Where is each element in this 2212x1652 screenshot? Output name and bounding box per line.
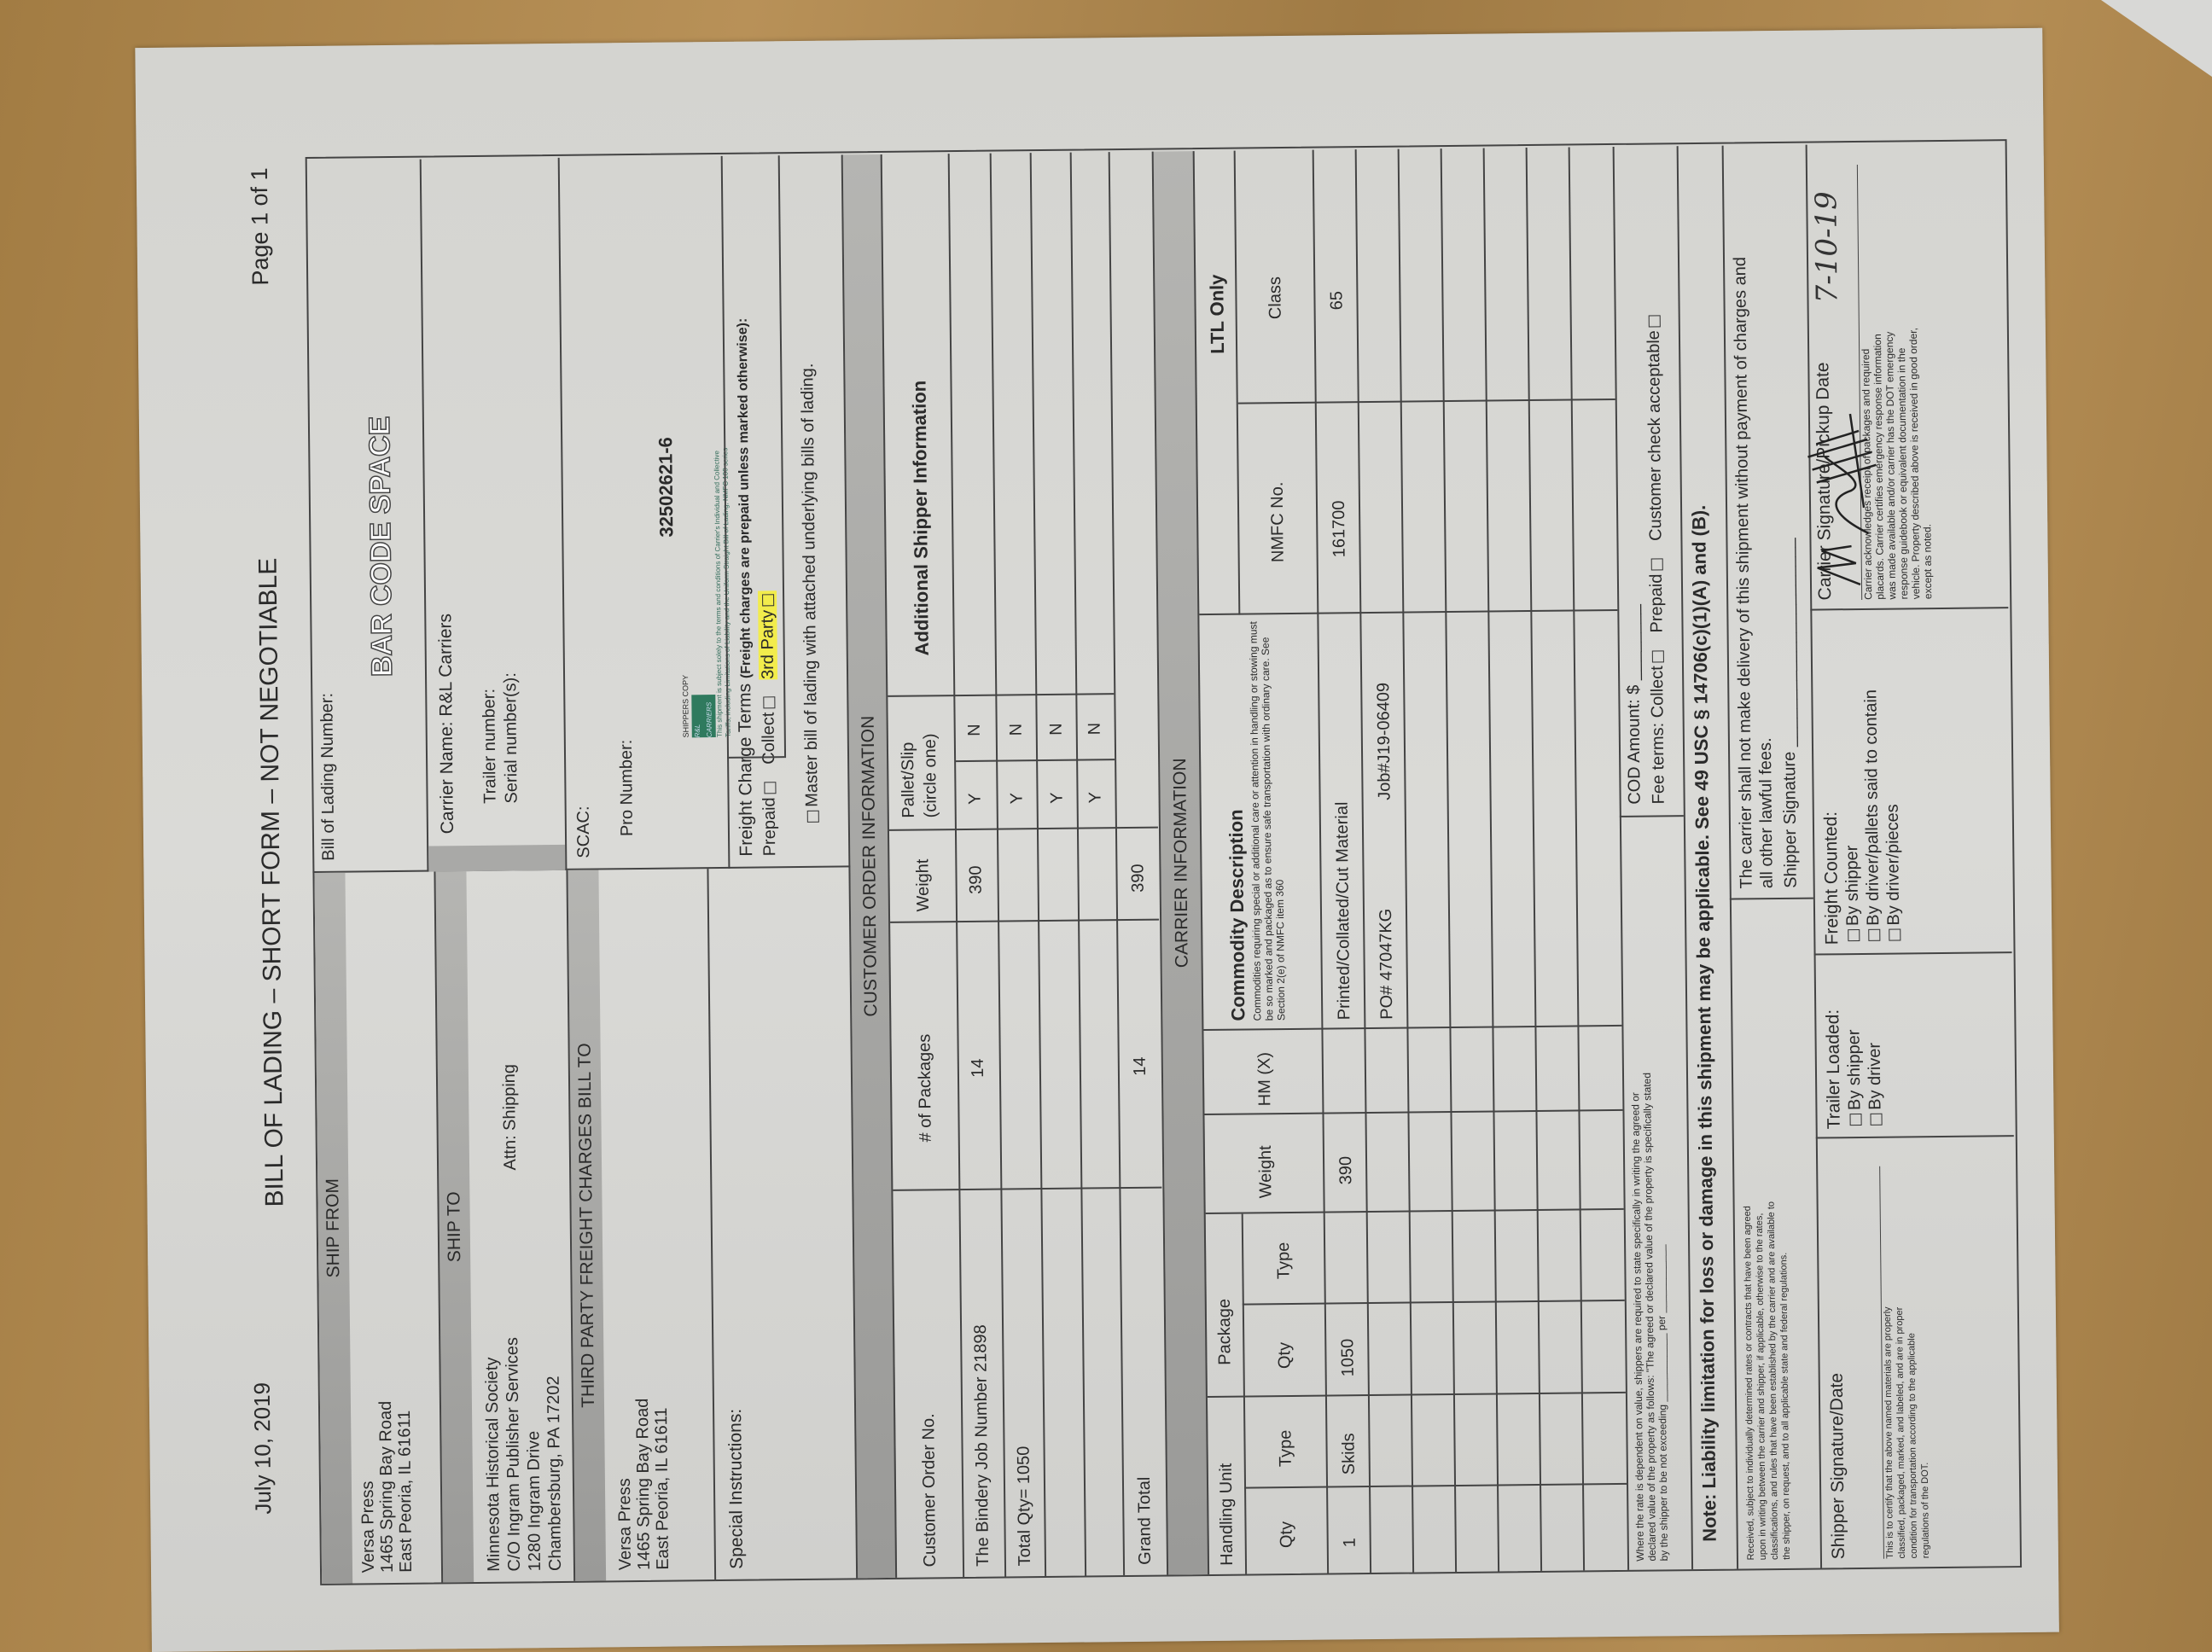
special-instructions-label: Special Instructions:: [725, 1408, 748, 1569]
delivery-terms: The carrier shall not make delivery of t…: [1730, 256, 1777, 889]
bill-of-lading-document: July 10, 2019 BILL OF LADING – SHORT FOR…: [135, 27, 2059, 1652]
checkbox-icon: [1888, 928, 1901, 941]
counted-by-driver-pieces[interactable]: By driver/pieces: [1881, 689, 1904, 945]
checkbox-icon: [1847, 929, 1860, 942]
cod-prepaid-option[interactable]: Prepaid: [1647, 555, 1667, 633]
carrier-info-table: Handling Unit Package Qty Type Qty Type …: [1195, 147, 1627, 1574]
slip-n[interactable]: N: [964, 724, 984, 736]
freight-terms-options: Prepaid Collect 3rd Party: [757, 590, 780, 857]
checkbox-icon: [761, 594, 774, 607]
trailer-by-shipper[interactable]: By shipper: [1843, 1009, 1865, 1129]
received-terms: Received, subject to individually determ…: [1742, 1201, 1792, 1561]
scac-label: SCAC:: [573, 806, 594, 858]
slip-n[interactable]: N: [1006, 723, 1026, 736]
carrier-name: Carrier Name: R&L Carriers: [435, 613, 457, 835]
cod-amount: COD Amount: $ ________: [1623, 604, 1644, 805]
bol-number-label: Bill of Lading Number:: [317, 692, 339, 861]
checkbox-icon: [763, 696, 776, 709]
collect-option[interactable]: Collect: [759, 694, 778, 765]
cod-collect-option[interactable]: Fee terms: Collect: [1648, 647, 1668, 805]
customer-check-option[interactable]: Customer check acceptable: [1644, 311, 1665, 541]
pro-number-label: Pro Number:: [616, 739, 637, 837]
shipper-signature-field[interactable]: Shipper Signature ______________________: [1778, 538, 1801, 888]
checkbox-icon: [764, 782, 777, 794]
trailer-loaded: Trailer Loaded: By shipper By driver: [1823, 1009, 1885, 1130]
barcode-space: BAR CODE SPACE: [363, 416, 399, 678]
handwritten-pickup-date: 7-10-19: [1809, 191, 1845, 304]
adjacent-paper: [2101, 0, 2212, 77]
slip-n[interactable]: N: [1046, 723, 1066, 736]
counted-by-driver-pallets[interactable]: By driver/pallets said to contain: [1860, 689, 1883, 945]
ship-to-address: Minnesota Historical Society C/O Ingram P…: [482, 1336, 566, 1572]
trailer-number-label: Trailer number:: [480, 688, 500, 804]
freight-counted: Freight Counted: By shipper By driver/pa…: [1820, 689, 1904, 945]
pallet-y[interactable]: Y: [1086, 791, 1105, 804]
trailer-by-driver[interactable]: By driver: [1864, 1009, 1885, 1129]
checkbox-icon: [1648, 315, 1661, 328]
checkbox-icon: [806, 810, 819, 823]
document-title: BILL OF LADING – SHORT FORM – NOT NEGOTI…: [253, 557, 289, 1207]
shipper-signature-date[interactable]: Shipper Signature/Date This is to certif…: [1825, 1144, 1932, 1559]
declared-value-note: Where the rate is dependent on value, sh…: [1629, 1072, 1670, 1562]
pro-number: 32502621-6: [655, 437, 678, 538]
pallet-y[interactable]: Y: [1007, 792, 1027, 805]
pallet-y[interactable]: Y: [1047, 792, 1067, 804]
document-date: July 10, 2019: [248, 1382, 276, 1515]
prepaid-option[interactable]: Prepaid: [760, 778, 779, 856]
checkbox-icon: [1849, 1113, 1862, 1126]
checkbox-icon: [1870, 1113, 1883, 1126]
ship-to-attn: Attn: Shipping: [499, 1063, 521, 1171]
counted-by-shipper[interactable]: By shipper: [1840, 689, 1863, 945]
ship-from-address: Versa Press 1465 Spring Bay Road East Peor…: [358, 1400, 416, 1573]
third-party-option[interactable]: 3rd Party: [758, 590, 778, 680]
slip-n[interactable]: N: [1085, 722, 1104, 736]
third-party-address: Versa Press 1465 Spring Bay Road East Peor…: [614, 1398, 673, 1571]
checkbox-icon: [1650, 558, 1663, 571]
checkbox-icon: [1651, 650, 1664, 663]
carrier-handwritten-signature: [1807, 413, 1877, 586]
pallet-y[interactable]: Y: [965, 793, 985, 805]
serial-numbers-label: Serial number(s):: [501, 672, 521, 804]
page-number: Page 1 of 1: [246, 167, 274, 286]
customer-order-table: Customer Order No. # of Packages Weight …: [882, 152, 1170, 1578]
checkbox-icon: [1867, 928, 1881, 941]
